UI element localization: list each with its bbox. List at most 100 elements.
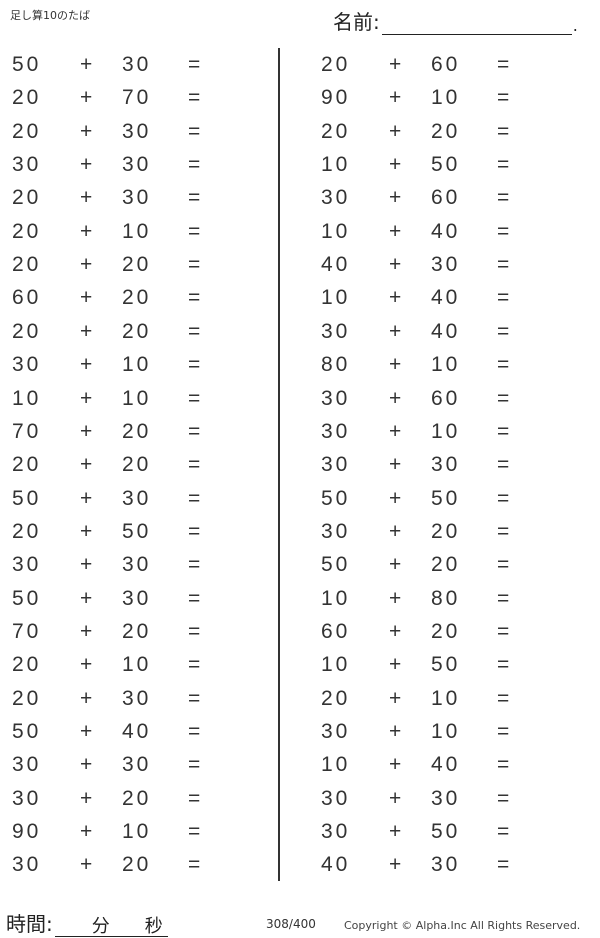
equals-sign: = (188, 619, 204, 643)
equals-sign: = (497, 686, 513, 710)
plus-sign: + (80, 53, 96, 76)
addend-a: 30 (12, 553, 42, 577)
addend-b: 40 (431, 319, 461, 343)
plus-sign: + (389, 386, 405, 410)
addend-a: 10 (321, 586, 351, 610)
addend-a: 30 (321, 786, 351, 810)
addend-b: 10 (431, 720, 461, 743)
addend-b: 10 (122, 353, 152, 377)
seconds-label: 秒 (144, 916, 163, 937)
equals-sign: = (188, 820, 204, 844)
plus-sign: + (80, 519, 96, 543)
plus-sign: + (80, 86, 96, 110)
plus-sign: + (389, 119, 405, 143)
addend-b: 10 (122, 386, 152, 410)
plus-sign: + (389, 853, 405, 877)
addend-a: 50 (321, 553, 351, 577)
addend-b: 50 (431, 486, 461, 510)
plus-sign: + (80, 453, 96, 477)
addend-b: 50 (431, 820, 461, 844)
addend-a: 10 (321, 153, 351, 177)
equals-sign: = (188, 386, 204, 410)
addend-b: 30 (122, 53, 152, 76)
addend-b: 50 (122, 519, 152, 543)
plus-sign: + (389, 286, 405, 310)
addend-b: 10 (431, 86, 461, 110)
addend-a: 90 (321, 86, 351, 110)
equals-sign: = (497, 553, 513, 577)
plus-sign: + (80, 553, 96, 577)
equals-sign: = (497, 720, 513, 743)
addend-b: 20 (122, 453, 152, 477)
addend-a: 10 (321, 753, 351, 777)
addend-b: 20 (122, 286, 152, 310)
equals-sign: = (497, 186, 513, 210)
addend-a: 60 (321, 619, 351, 643)
equals-sign: = (497, 786, 513, 810)
addend-a: 50 (12, 486, 42, 510)
addend-b: 10 (122, 653, 152, 677)
addend-a: 30 (321, 319, 351, 343)
addend-a: 10 (321, 286, 351, 310)
plus-sign: + (80, 653, 96, 677)
addend-a: 20 (321, 53, 351, 76)
addend-a: 20 (12, 453, 42, 477)
equals-sign: = (188, 753, 204, 777)
name-field: 名前: . (333, 6, 578, 35)
equals-sign: = (497, 119, 513, 143)
equals-sign: = (188, 486, 204, 510)
addend-a: 60 (12, 286, 42, 310)
equals-sign: = (497, 820, 513, 844)
addend-b: 50 (431, 153, 461, 177)
plus-sign: + (389, 519, 405, 543)
addend-a: 30 (321, 419, 351, 443)
plus-sign: + (80, 786, 96, 810)
plus-sign: + (80, 419, 96, 443)
addend-a: 30 (321, 820, 351, 844)
addend-a: 30 (12, 786, 42, 810)
plus-sign: + (389, 820, 405, 844)
addend-b: 30 (122, 186, 152, 210)
page-number: 308/400 (266, 917, 316, 931)
equals-sign: = (188, 253, 204, 277)
equals-sign: = (497, 486, 513, 510)
addend-b: 30 (122, 686, 152, 710)
equals-sign: = (497, 853, 513, 877)
plus-sign: + (389, 153, 405, 177)
plus-sign: + (389, 453, 405, 477)
copyright: Copyright © Alpha.Inc All Rights Reserve… (344, 919, 581, 932)
plus-sign: + (80, 753, 96, 777)
addend-b: 80 (431, 586, 461, 610)
equals-sign: = (188, 186, 204, 210)
addend-a: 30 (12, 353, 42, 377)
equals-sign: = (188, 720, 204, 743)
plus-sign: + (389, 686, 405, 710)
addend-a: 50 (12, 720, 42, 743)
addend-a: 20 (12, 219, 42, 243)
equals-sign: = (497, 53, 513, 76)
addend-b: 30 (431, 786, 461, 810)
equals-sign: = (497, 153, 513, 177)
equals-sign: = (497, 519, 513, 543)
time-field: 時間: 分 秒 (6, 908, 168, 937)
addend-a: 40 (321, 253, 351, 277)
addend-b: 10 (431, 419, 461, 443)
addend-a: 20 (12, 653, 42, 677)
equals-sign: = (188, 219, 204, 243)
time-label: 時間: (6, 912, 53, 936)
plus-sign: + (80, 686, 96, 710)
addend-b: 20 (122, 319, 152, 343)
equals-sign: = (497, 753, 513, 777)
plus-sign: + (80, 820, 96, 844)
addend-a: 50 (12, 586, 42, 610)
addend-b: 70 (122, 86, 152, 110)
addend-a: 20 (12, 519, 42, 543)
plus-sign: + (389, 720, 405, 743)
equals-sign: = (497, 353, 513, 377)
addend-a: 30 (321, 453, 351, 477)
addend-a: 20 (12, 86, 42, 110)
equals-sign: = (497, 219, 513, 243)
addend-b: 20 (122, 419, 152, 443)
equals-sign: = (188, 119, 204, 143)
plus-sign: + (80, 119, 96, 143)
